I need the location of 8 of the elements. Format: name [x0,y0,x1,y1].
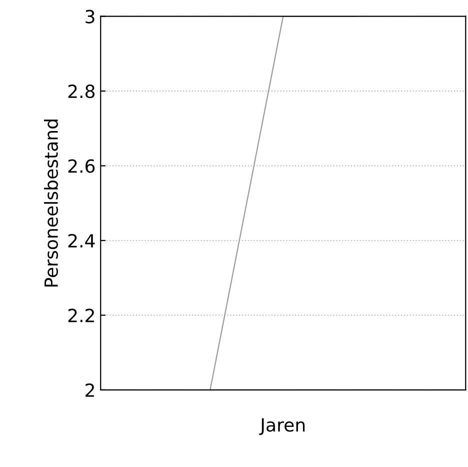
y-tick-label: 2.6 [68,159,95,173]
y-tick-label: 2.8 [68,84,95,98]
y-tick-label: 2 [86,383,94,397]
y-axis-title: Personeelsbestand [44,120,58,287]
y-tick-label: 3 [86,10,94,24]
x-axis-title: Jaren [259,418,305,436]
y-tick-label: 2.4 [68,234,95,248]
y-tick-label: 2.2 [68,308,94,322]
